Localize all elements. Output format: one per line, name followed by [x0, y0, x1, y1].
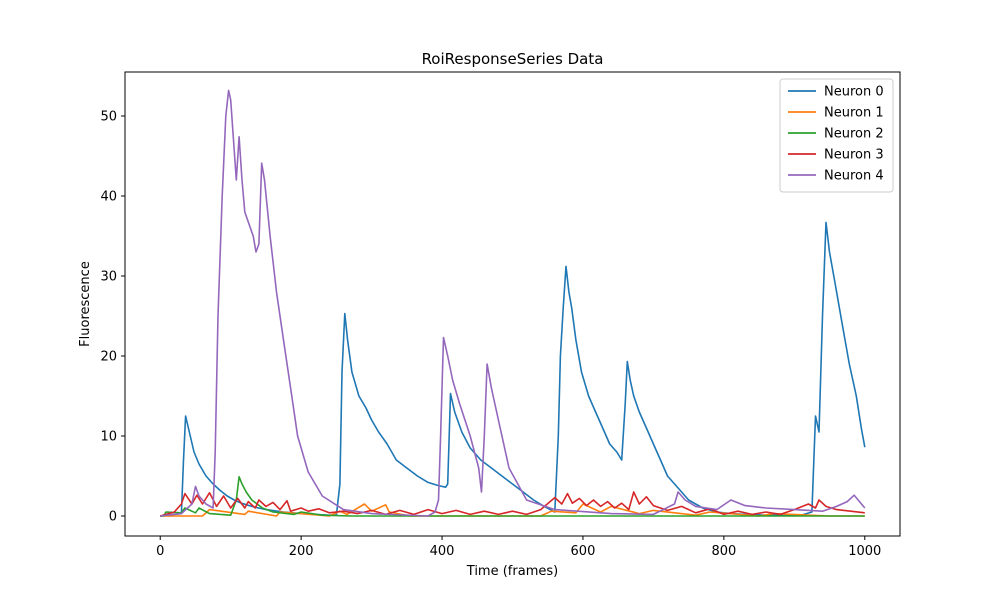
legend-label-neuron-4: Neuron 4	[824, 169, 884, 184]
y-tick-label: 10	[100, 430, 117, 445]
legend-label-neuron-3: Neuron 3	[824, 148, 884, 163]
x-tick-label: 800	[711, 544, 736, 559]
x-tick-label: 600	[571, 544, 596, 559]
x-tick-label: 400	[430, 544, 455, 559]
x-tick-label: 1000	[848, 544, 881, 559]
y-tick-label: 30	[100, 270, 117, 285]
x-axis-label: Time (frames)	[466, 564, 558, 579]
y-tick-label: 20	[100, 350, 117, 365]
x-tick-label: 200	[289, 544, 314, 559]
y-tick-label: 40	[100, 190, 117, 205]
x-tick-label: 0	[156, 544, 164, 559]
y-axis-label: Fluorescence	[78, 261, 93, 347]
y-tick-label: 50	[100, 110, 117, 125]
chart-title: RoiResponseSeries Data	[422, 50, 604, 68]
legend-label-neuron-0: Neuron 0	[824, 85, 884, 100]
legend: Neuron 0 Neuron 1 Neuron 2 Neuron 3 Neuron 4	[780, 79, 893, 192]
legend-label-neuron-2: Neuron 2	[824, 127, 884, 142]
y-tick-label: 0	[109, 510, 117, 525]
legend-label-neuron-1: Neuron 1	[824, 106, 884, 121]
